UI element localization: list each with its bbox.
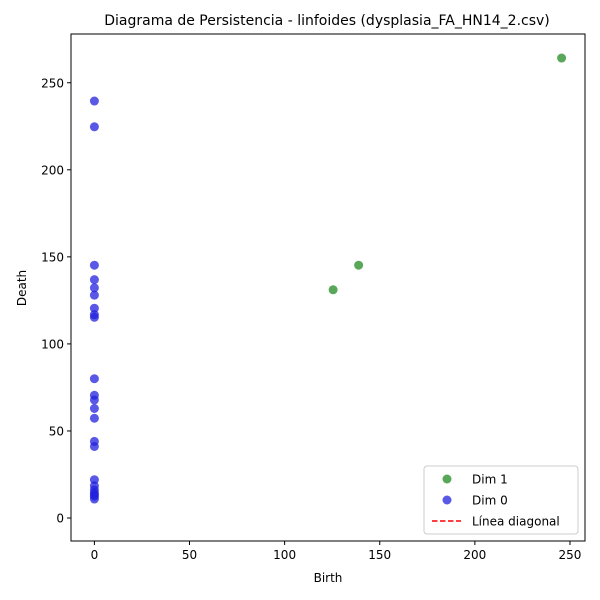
x-tick-label: 200 bbox=[463, 548, 486, 562]
point-dim0 bbox=[89, 374, 99, 384]
x-axis-label: Birth bbox=[314, 571, 343, 585]
x-tick-label: 250 bbox=[559, 548, 582, 562]
point-dim0 bbox=[89, 413, 99, 423]
point-dim0 bbox=[89, 303, 99, 313]
point-dim1 bbox=[328, 285, 338, 295]
legend-label-diagonal: Línea diagonal bbox=[472, 515, 560, 529]
legend-label-dim0: Dim 0 bbox=[472, 494, 508, 508]
legend-marker-dim0 bbox=[442, 495, 452, 505]
point-dim0 bbox=[89, 260, 99, 270]
point-dim0 bbox=[89, 283, 99, 293]
point-dim0 bbox=[89, 441, 99, 451]
y-tick-label: 50 bbox=[49, 424, 64, 438]
legend-marker-dim1 bbox=[442, 474, 452, 484]
legend-label-dim1: Dim 1 bbox=[472, 473, 508, 487]
chart-title: Diagrama de Persistencia - linfoides (dy… bbox=[104, 13, 550, 29]
y-tick-label: 250 bbox=[41, 76, 64, 90]
point-dim0 bbox=[89, 404, 99, 414]
point-dim0 bbox=[89, 290, 99, 300]
point-dim1 bbox=[557, 53, 567, 63]
y-tick-label: 200 bbox=[41, 163, 64, 177]
point-dim0 bbox=[89, 96, 99, 106]
x-tick-label: 100 bbox=[273, 548, 296, 562]
point-dim0 bbox=[89, 312, 99, 322]
legend: Dim 1 Dim 0 Línea diagonal bbox=[423, 465, 579, 535]
y-tick-label: 100 bbox=[41, 337, 64, 351]
x-tick-label: 0 bbox=[91, 548, 99, 562]
data-points bbox=[89, 53, 567, 504]
x-tick-label: 50 bbox=[182, 548, 197, 562]
point-dim0 bbox=[89, 395, 99, 405]
y-axis-ticks: 0 50 100 150 200 250 bbox=[41, 76, 71, 526]
y-axis-label: Death bbox=[15, 270, 29, 306]
point-dim0 bbox=[89, 275, 99, 285]
legend-box bbox=[423, 465, 579, 535]
point-dim0 bbox=[89, 494, 99, 504]
point-dim1 bbox=[354, 260, 364, 270]
y-tick-label: 0 bbox=[56, 512, 64, 526]
point-dim0 bbox=[89, 122, 99, 132]
plot-frame bbox=[70, 33, 586, 542]
x-axis-ticks: 0 50 100 150 200 250 bbox=[91, 541, 582, 562]
x-tick-label: 150 bbox=[368, 548, 391, 562]
y-tick-label: 150 bbox=[41, 250, 64, 264]
